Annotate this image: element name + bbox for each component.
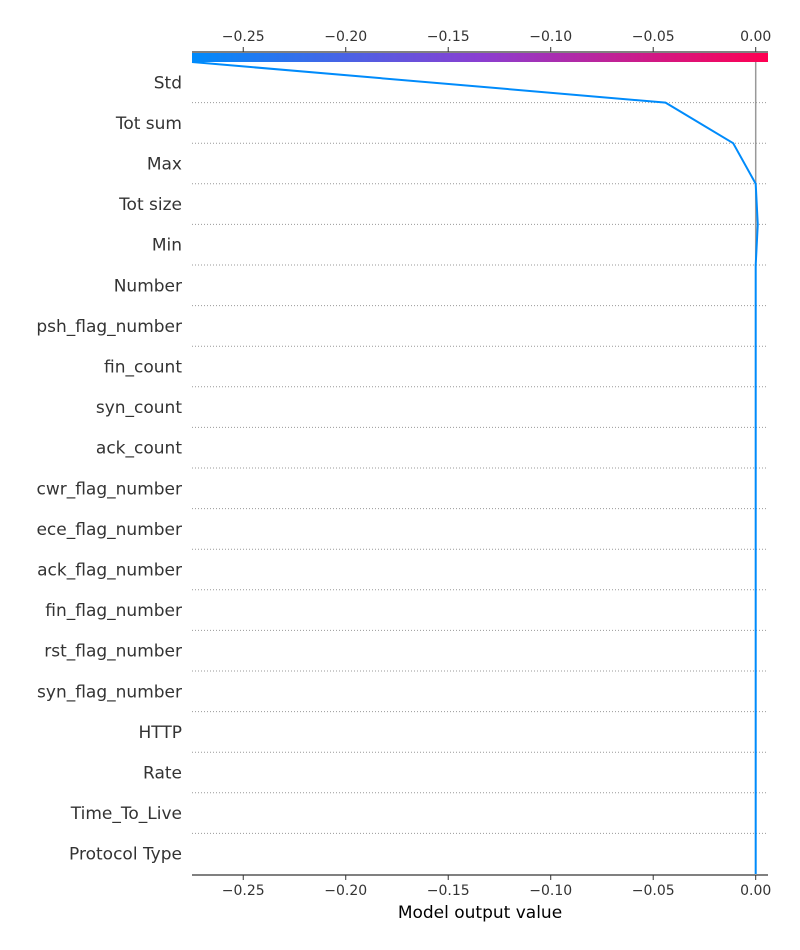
top-tick-label: −0.05 xyxy=(632,29,675,45)
top-x-axis: −0.25 −0.20 −0.15 −0.10 −0.05 0.00 xyxy=(192,29,771,53)
feature-label: Max xyxy=(147,155,182,175)
top-tick-label: −0.15 xyxy=(427,29,470,45)
row-gridlines xyxy=(192,102,768,834)
feature-label: Tot sum xyxy=(115,114,182,134)
top-tick-label: 0.00 xyxy=(740,29,771,45)
feature-label: psh_flag_number xyxy=(36,317,182,337)
top-tick-label: −0.10 xyxy=(529,29,572,45)
feature-label: Std xyxy=(154,73,182,93)
feature-label: HTTP xyxy=(138,723,182,743)
bottom-tick-label: −0.10 xyxy=(529,883,572,899)
feature-label: Rate xyxy=(143,764,182,784)
bottom-tick-label: 0.00 xyxy=(740,883,771,899)
feature-label: ack_flag_number xyxy=(37,561,182,581)
x-axis-label: Model output value xyxy=(398,903,562,923)
feature-label: Protocol Type xyxy=(69,845,182,865)
colorbar-gradient xyxy=(192,53,768,62)
top-tick-label: −0.25 xyxy=(222,29,265,45)
bottom-tick-label: −0.15 xyxy=(427,883,470,899)
decision-paths xyxy=(191,61,759,874)
feature-label: rst_flag_number xyxy=(44,642,182,662)
feature-label: ece_flag_number xyxy=(36,520,182,540)
feature-labels: Std Tot sum Max Tot size Min Number psh_flag_n… xyxy=(36,73,182,864)
feature-label: fin_flag_number xyxy=(45,601,182,621)
feature-label: Time_To_Live xyxy=(70,804,182,824)
decision-path-line xyxy=(191,61,759,874)
bottom-tick-label: −0.20 xyxy=(324,883,367,899)
top-tick-label: −0.20 xyxy=(324,29,367,45)
bottom-tick-label: −0.25 xyxy=(222,883,265,899)
feature-label: cwr_flag_number xyxy=(36,479,182,499)
feature-label: syn_count xyxy=(96,398,182,418)
feature-label: syn_flag_number xyxy=(37,682,182,702)
bottom-tick-label: −0.05 xyxy=(632,883,675,899)
colorbar xyxy=(192,53,768,62)
feature-label: ack_count xyxy=(96,439,182,459)
bottom-x-axis: −0.25 −0.20 −0.15 −0.10 −0.05 0.00 xyxy=(192,874,771,899)
feature-label: Min xyxy=(152,236,182,256)
feature-label: Number xyxy=(114,276,182,296)
feature-label: fin_count xyxy=(104,358,182,378)
feature-label: Tot size xyxy=(118,195,182,215)
